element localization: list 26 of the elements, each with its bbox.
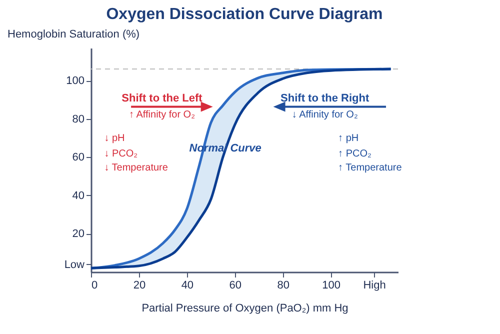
x-tick-label: 80 — [277, 280, 290, 292]
y-tick-label: 20 — [72, 228, 84, 240]
y-tick-label: Low — [64, 258, 85, 271]
x-tick-label: 40 — [181, 280, 194, 292]
y-tick-label: 100 — [66, 75, 84, 88]
annotation: ↓ PCO₂ — [104, 148, 138, 160]
annotation: Shift to the Left — [122, 92, 203, 105]
x-tick-label: 100 — [322, 280, 341, 292]
annotation: ↑ Affinity for O₂ — [129, 109, 196, 120]
y-tick-label: 80 — [72, 113, 84, 126]
annotation: Shift to the Right — [280, 92, 370, 105]
x-tick-label: 60 — [229, 280, 242, 292]
annotation: ↑ pH — [338, 132, 359, 144]
y-tick-label: 40 — [72, 190, 84, 202]
x-tick-label: 0 — [92, 280, 98, 292]
annotation: ↓ Temperature — [104, 162, 168, 174]
annotation: ↓ Affinity for O₂ — [292, 109, 358, 120]
x-axis-title: Partial Pressure of Oxygen (PaO₂) mm Hg — [142, 302, 348, 314]
annotation: ↑ PCO₂ — [338, 148, 372, 160]
annotation: ↓ pH — [104, 132, 125, 144]
y-tick-label: 60 — [72, 152, 84, 164]
x-tick-label: High — [363, 280, 386, 292]
chart-title: Oxygen Dissociation Curve Diagram — [106, 6, 383, 23]
annotation: ↑ Temperature — [338, 162, 402, 174]
x-tick-label: 20 — [133, 280, 146, 292]
y-axis-title: Hemoglobin Saturation (%) — [8, 28, 140, 40]
